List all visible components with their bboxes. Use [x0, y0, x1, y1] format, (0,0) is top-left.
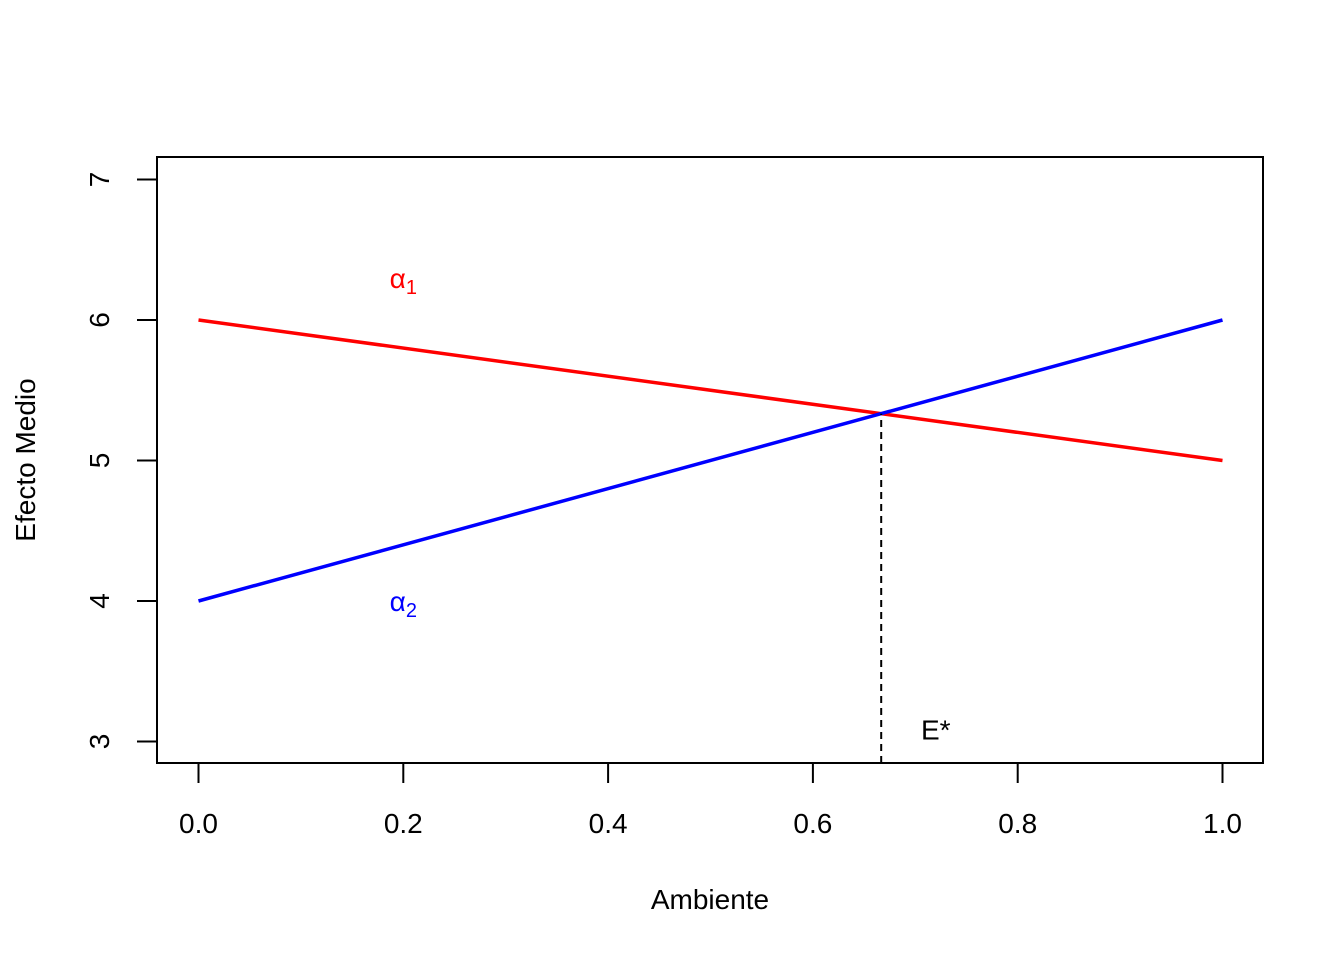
series-line-1: [198, 318, 1223, 463]
x-tick-label: 0.6: [793, 808, 832, 839]
y-tick-label: 4: [84, 593, 115, 609]
y-axis-title: Efecto Medio: [10, 378, 41, 541]
series-layer: α1 α2 E*: [198, 263, 1223, 763]
series-line-2: [198, 318, 1223, 603]
y-axis: 3 4 5 6 7: [84, 172, 158, 750]
x-tick-label: 0.0: [179, 808, 218, 839]
x-tick-label: 0.8: [998, 808, 1037, 839]
series-label-2: α2: [390, 586, 417, 622]
x-tick-label: 0.4: [589, 808, 628, 839]
x-axis: 0.0 0.2 0.4 0.6 0.8 1.0: [179, 762, 1242, 839]
y-tick-label: 3: [84, 734, 115, 750]
y-tick-label: 7: [84, 172, 115, 188]
x-tick-label: 1.0: [1203, 808, 1242, 839]
x-axis-title: Ambiente: [651, 884, 769, 915]
x-tick-label: 0.2: [384, 808, 423, 839]
series-label-1: α1: [390, 263, 417, 299]
annotation-e-star: E*: [921, 714, 951, 745]
y-tick-label: 5: [84, 453, 115, 469]
y-tick-label: 6: [84, 312, 115, 328]
